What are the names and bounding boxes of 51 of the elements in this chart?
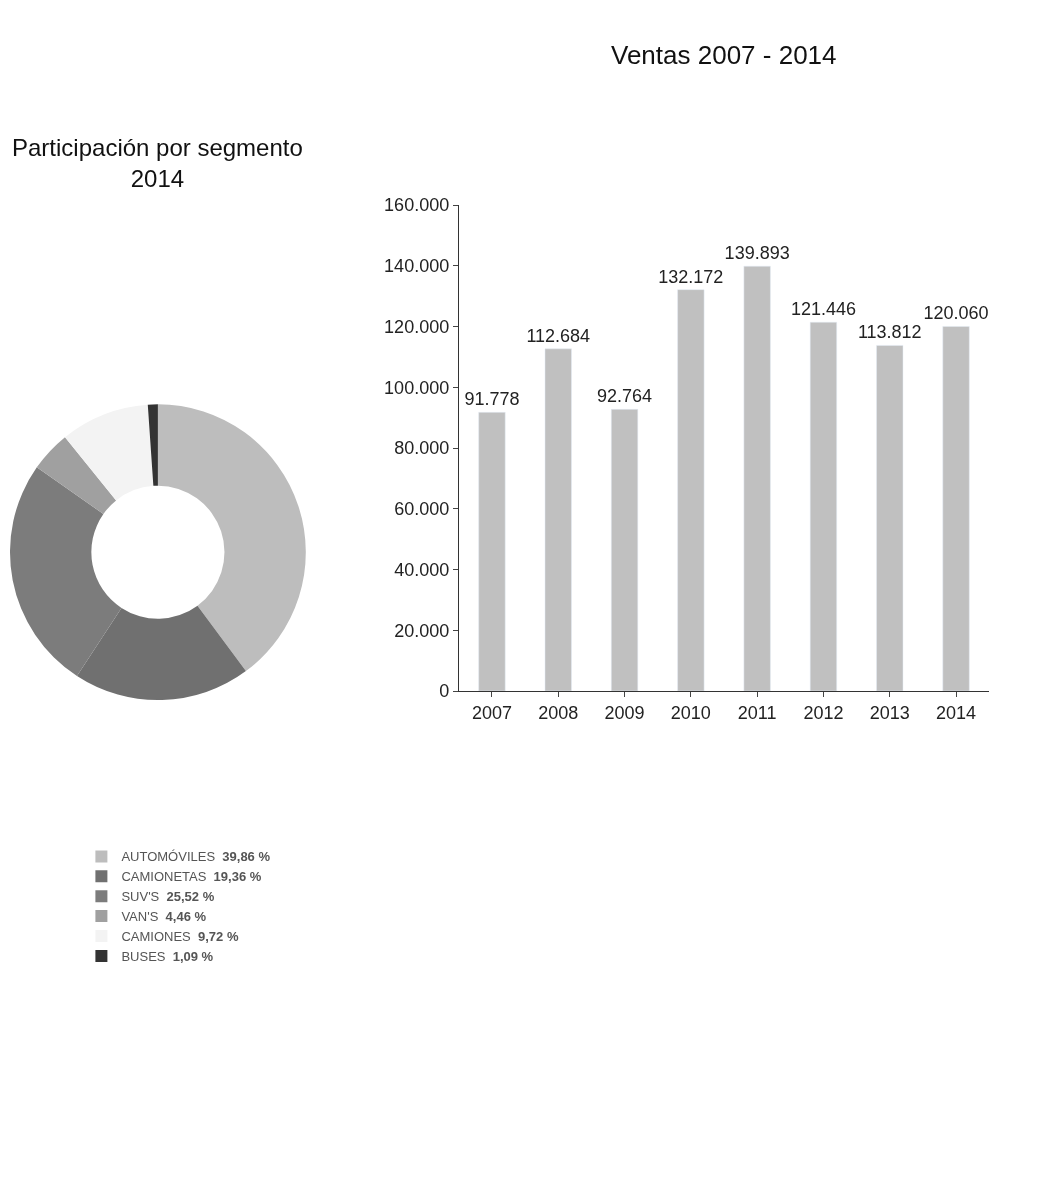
y-tick-label: 20.000	[394, 620, 450, 641]
bar	[743, 265, 771, 692]
donut-slice	[36, 437, 117, 515]
donut-slice	[147, 404, 158, 486]
data-label: 4,46 %	[165, 909, 207, 925]
data-label: 132.172	[658, 266, 724, 287]
legend-label: CAMIONETAS	[121, 869, 207, 885]
x-tick-label: 2007	[471, 702, 512, 723]
legend-label: SUV'S	[121, 889, 160, 905]
y-tick-label: 60.000	[394, 499, 450, 520]
data-label: 112.684	[526, 325, 591, 346]
data-label: 120.060	[923, 303, 989, 324]
chart-title: Participación por segmento 2014	[12, 134, 303, 193]
data-label: 19,36 %	[213, 869, 262, 885]
bar	[809, 321, 837, 692]
bar	[611, 409, 639, 692]
y-tick-label: 120.000	[384, 316, 450, 337]
data-label: 121.446	[790, 299, 856, 320]
x-tick-label: 2008	[538, 702, 579, 723]
legend-label: CAMIONES	[121, 929, 191, 945]
data-label: 91.778	[464, 389, 520, 410]
data-label: 9,72 %	[197, 929, 239, 945]
x-tick-label: 2012	[803, 702, 844, 723]
bar	[942, 326, 970, 692]
donut-slice	[157, 404, 306, 672]
bar	[876, 345, 904, 692]
data-label: 1,09 %	[172, 948, 214, 964]
donut-slice	[65, 404, 154, 501]
legend-label: AUTOMÓVILES	[121, 849, 216, 865]
data-label: 39,86 %	[222, 849, 271, 865]
bar	[544, 348, 572, 692]
y-tick-label: 140.000	[384, 256, 450, 277]
y-tick-label: 160.000	[384, 195, 450, 216]
x-tick-label: 2009	[604, 702, 645, 723]
x-tick-label: 2014	[936, 702, 977, 723]
bar	[677, 289, 705, 692]
y-tick-label: 80.000	[394, 438, 450, 459]
chart-title: Ventas 2007 - 2014	[611, 40, 837, 70]
bar	[478, 412, 506, 692]
x-tick-label: 2010	[670, 702, 711, 723]
data-label: 139.893	[724, 243, 790, 264]
data-label: 92.764	[597, 386, 653, 407]
x-tick-label: 2013	[869, 702, 910, 723]
y-tick-label: 100.000	[384, 377, 450, 398]
y-tick-label: 40.000	[394, 559, 450, 580]
legend-label: BUSES	[121, 948, 166, 964]
data-label: 25,52 %	[166, 889, 215, 905]
y-tick-label: 0	[439, 681, 450, 702]
legend-label: VAN'S	[121, 909, 159, 925]
x-tick-label: 2011	[737, 702, 777, 723]
data-label: 113.812	[857, 322, 922, 343]
